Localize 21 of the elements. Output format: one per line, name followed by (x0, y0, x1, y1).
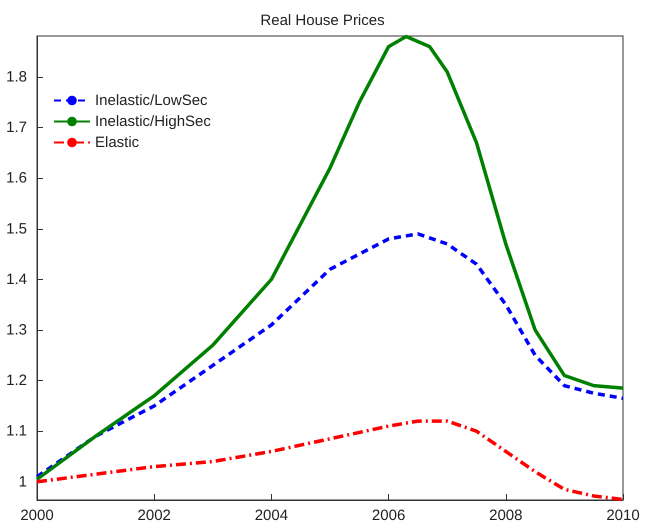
x-tick-label: 2002 (138, 507, 171, 524)
y-tick-label: 1.4 (6, 270, 27, 288)
x-tick-label: 2010 (606, 507, 640, 524)
chart-title: Real House Prices (260, 12, 385, 29)
y-tick-label: 1.5 (6, 220, 27, 238)
legend-label: Elastic (95, 134, 140, 151)
y-tick-label: 1.1 (6, 422, 27, 440)
y-tick-label: 1.2 (6, 372, 27, 390)
x-tick-label: 2004 (254, 507, 288, 524)
y-tick-label: 1.7 (6, 119, 27, 136)
x-tick-label: 2000 (20, 507, 54, 524)
line-series (35, 34, 625, 482)
y-tick-label: 1 (18, 473, 27, 490)
line-series (35, 232, 625, 478)
legend-label: Inelastic/LowSec (95, 92, 208, 109)
legend-label: Inelastic/HighSec (95, 113, 212, 130)
y-tick-label: 1.6 (6, 170, 27, 187)
x-tick-label: 2006 (372, 507, 406, 524)
y-tick-label: 1.8 (6, 68, 27, 86)
x-tick-label: 2008 (489, 507, 522, 524)
y-tick-label: 1.3 (6, 321, 27, 338)
